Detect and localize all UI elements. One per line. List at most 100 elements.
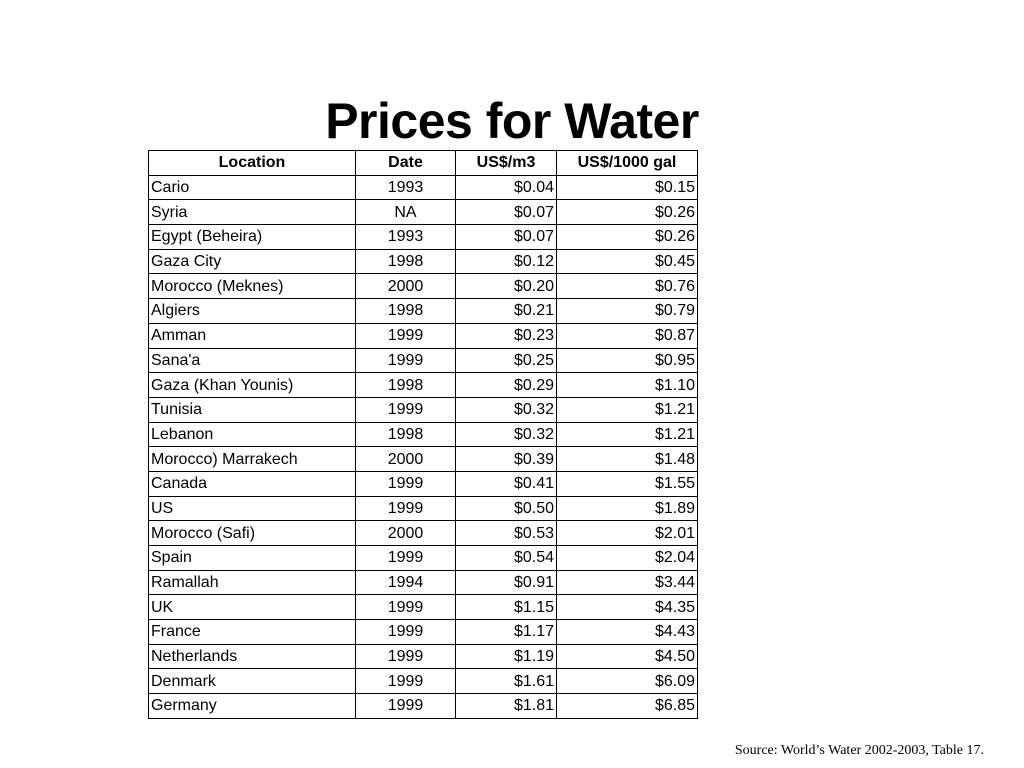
water-price-table: Location Date US$/m3 US$/1000 gal Cario 1… — [148, 150, 698, 719]
table-row: Cario 1993 $0.04 $0.15 — [148, 174, 698, 201]
cell-usd-per-m3: $0.39 — [455, 446, 557, 472]
cell-date: 1999 — [355, 495, 456, 522]
header-row: Location Date US$/m3 US$/1000 gal — [148, 150, 698, 176]
cell-usd-per-1000-gal: $0.95 — [556, 347, 698, 374]
cell-usd-per-1000-gal: $1.48 — [556, 446, 698, 472]
cell-date: 1999 — [355, 322, 456, 349]
cell-location: Egypt (Beheira) — [148, 224, 356, 250]
cell-usd-per-1000-gal: $0.26 — [556, 224, 698, 250]
cell-date: 1999 — [355, 396, 456, 423]
cell-usd-per-m3: $0.91 — [455, 569, 557, 596]
cell-location: Morocco (Safi) — [148, 520, 356, 546]
table-row: Ramallah 1994 $0.91 $3.44 — [148, 569, 698, 596]
cell-location: Amman — [148, 322, 356, 349]
cell-date: 2000 — [355, 446, 456, 472]
cell-usd-per-1000-gal: $1.21 — [556, 396, 698, 423]
table-row: Egypt (Beheira) 1993 $0.07 $0.26 — [148, 224, 698, 250]
cell-date: 1999 — [355, 347, 456, 374]
cell-usd-per-1000-gal: $4.35 — [556, 594, 698, 621]
cell-usd-per-m3: $0.04 — [455, 174, 557, 201]
cell-usd-per-m3: $0.20 — [455, 273, 557, 300]
cell-usd-per-m3: $0.32 — [455, 421, 557, 448]
cell-usd-per-1000-gal: $1.55 — [556, 470, 698, 497]
cell-date: 1999 — [355, 619, 456, 645]
table-row: Algiers 1998 $0.21 $0.79 — [148, 298, 698, 324]
cell-location: Gaza (Khan Younis) — [148, 372, 356, 398]
cell-usd-per-1000-gal: $4.43 — [556, 619, 698, 645]
table-row: France 1999 $1.17 $4.43 — [148, 619, 698, 645]
table-row: Gaza (Khan Younis) 1998 $0.29 $1.10 — [148, 372, 698, 398]
cell-usd-per-m3: $0.32 — [455, 396, 557, 423]
cell-usd-per-1000-gal: $6.09 — [556, 668, 698, 695]
table-row: UK 1999 $1.15 $4.35 — [148, 594, 698, 621]
cell-date: 1999 — [355, 643, 456, 670]
cell-usd-per-m3: $1.19 — [455, 643, 557, 670]
cell-location: Syria — [148, 199, 356, 226]
cell-location: Cario — [148, 174, 356, 201]
cell-location: Spain — [148, 545, 356, 571]
cell-location: Sana'a — [148, 347, 356, 374]
cell-usd-per-m3: $0.25 — [455, 347, 557, 374]
table-row: Germany 1999 $1.81 $6.85 — [148, 693, 698, 719]
cell-location: Netherlands — [148, 643, 356, 670]
cell-location: Ramallah — [148, 569, 356, 596]
cell-date: 2000 — [355, 273, 456, 300]
cell-location: Algiers — [148, 298, 356, 324]
table-row: Amman 1999 $0.23 $0.87 — [148, 322, 698, 349]
table-row: Syria NA $0.07 $0.26 — [148, 199, 698, 226]
cell-date: 1998 — [355, 372, 456, 398]
table-row: Morocco) Marrakech 2000 $0.39 $1.48 — [148, 446, 698, 472]
cell-usd-per-m3: $0.53 — [455, 520, 557, 546]
cell-usd-per-1000-gal: $2.04 — [556, 545, 698, 571]
cell-usd-per-1000-gal: $3.44 — [556, 569, 698, 596]
cell-date: 1999 — [355, 668, 456, 695]
cell-usd-per-m3: $0.21 — [455, 298, 557, 324]
cell-location: Germany — [148, 693, 356, 719]
cell-date: 1998 — [355, 421, 456, 448]
table-row: US 1999 $0.50 $1.89 — [148, 495, 698, 522]
cell-usd-per-1000-gal: $0.79 — [556, 298, 698, 324]
cell-usd-per-1000-gal: $0.26 — [556, 199, 698, 226]
cell-date: 1999 — [355, 545, 456, 571]
cell-date: 1994 — [355, 569, 456, 596]
cell-location: Gaza City — [148, 248, 356, 275]
water-price-table-container: Location Date US$/m3 US$/1000 gal Cario 1… — [148, 150, 698, 719]
table-row: Lebanon 1998 $0.32 $1.21 — [148, 421, 698, 448]
cell-usd-per-1000-gal: $1.10 — [556, 372, 698, 398]
cell-usd-per-m3: $0.29 — [455, 372, 557, 398]
header-date: Date — [355, 150, 456, 176]
table-row: Gaza City 1998 $0.12 $0.45 — [148, 248, 698, 275]
cell-location: Lebanon — [148, 421, 356, 448]
cell-location: UK — [148, 594, 356, 621]
cell-location: France — [148, 619, 356, 645]
cell-date: 2000 — [355, 520, 456, 546]
cell-usd-per-m3: $1.17 — [455, 619, 557, 645]
cell-location: Canada — [148, 470, 356, 497]
cell-usd-per-m3: $0.54 — [455, 545, 557, 571]
cell-usd-per-1000-gal: $0.87 — [556, 322, 698, 349]
cell-usd-per-m3: $0.23 — [455, 322, 557, 349]
cell-date: NA — [355, 199, 456, 226]
slide-title: Prices for Water — [325, 92, 699, 149]
cell-date: 1999 — [355, 470, 456, 497]
cell-date: 1993 — [355, 174, 456, 201]
cell-date: 1998 — [355, 248, 456, 275]
cell-usd-per-m3: $1.15 — [455, 594, 557, 621]
source-citation: Source: World’s Water 2002-2003, Table 1… — [734, 743, 984, 758]
table-row: Canada 1999 $0.41 $1.55 — [148, 470, 698, 497]
cell-usd-per-m3: $1.61 — [455, 668, 557, 695]
cell-location: Morocco) Marrakech — [148, 446, 356, 472]
cell-usd-per-1000-gal: $0.45 — [556, 248, 698, 275]
cell-usd-per-1000-gal: $1.21 — [556, 421, 698, 448]
cell-usd-per-1000-gal: $1.89 — [556, 495, 698, 522]
table-row: Netherlands 1999 $1.19 $4.50 — [148, 643, 698, 670]
table-row: Tunisia 1999 $0.32 $1.21 — [148, 396, 698, 423]
table-header: Location Date US$/m3 US$/1000 gal — [148, 150, 698, 176]
table-row: Spain 1999 $0.54 $2.04 — [148, 545, 698, 571]
cell-usd-per-1000-gal: $0.76 — [556, 273, 698, 300]
cell-date: 1999 — [355, 693, 456, 719]
cell-usd-per-m3: $0.41 — [455, 470, 557, 497]
cell-location: Morocco (Meknes) — [148, 273, 356, 300]
table-body: Cario 1993 $0.04 $0.15 Syria NA $0.07 $0.26 Egyp… — [148, 174, 698, 719]
cell-usd-per-1000-gal: $2.01 — [556, 520, 698, 546]
